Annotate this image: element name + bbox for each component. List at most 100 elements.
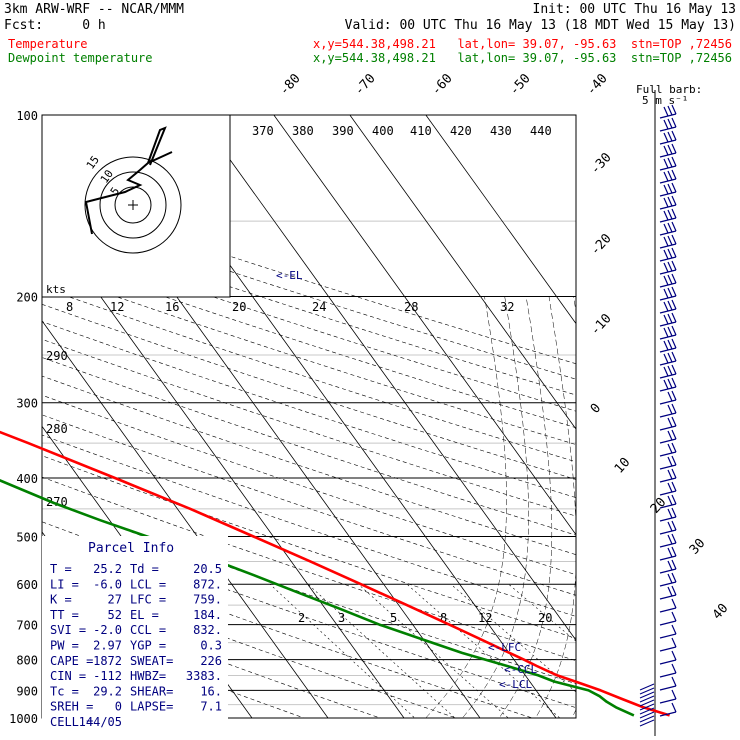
dry-adiabat-line [42,394,576,575]
wind-barb-flag [671,312,677,323]
wind-barb-flag [667,352,673,363]
wind-barb [659,711,677,717]
dewpoint-location: x,y=544.38,498.21 lat,lon= 39.07, -95.63… [313,51,732,65]
parcel-info-value: 7.1 [200,700,222,714]
lcl-marker: <-LCL [499,678,532,691]
wind-barb [659,620,677,626]
dry-adiabat-line [42,594,382,718]
wind-barb-flag [667,404,673,415]
wind-barb-flag [663,145,669,156]
wind-barb-flag [667,417,673,428]
mixing-ratio-label: 8 [440,611,447,625]
parcel-info-value: CCL = [130,623,166,637]
theta-label: 400 [372,124,394,138]
parcel-info-value: PW = [50,639,79,653]
wind-barb-flag [671,598,677,609]
wind-barb-flag [663,236,669,247]
parcel-info-value: CELL = [50,715,93,729]
wind-barb-flag [671,507,677,518]
pressure-tick-label: 300 [16,397,38,411]
wind-barb-flag [667,183,673,194]
wind-barb-flag [671,429,677,440]
wind-barb-flag [667,547,673,558]
wind-barb-flag [671,442,677,453]
parcel-info-value: LI = [50,577,79,591]
speed-label: 12 [110,300,124,314]
data-series [0,430,670,717]
isotherm-line [197,115,576,641]
wind-barb-flag [667,209,673,220]
wind-barb-flag [671,455,677,466]
wind-barb-flag [667,196,673,207]
wind-barb [659,516,677,522]
hodograph-ring-label: 15 [84,153,102,171]
wind-barb-flag [663,132,669,143]
wind-barb-flag [667,105,673,116]
barb-legend-title: Full barb: [636,83,702,96]
wind-barb-flag [671,416,677,427]
wind-barb-flag [671,559,677,570]
moist-adiabat-line [692,297,725,731]
wind-barbs [639,104,677,727]
parcel-info-value: LCL = [130,577,166,591]
parcel-info-value: 27 [108,593,122,607]
moist-adiabat-line [535,296,576,718]
wind-barb-flag [667,521,673,532]
wind-barb [659,607,677,613]
theta-label: 380 [292,124,314,138]
wind-barb-flag [671,611,677,622]
parcel-info-value: 1872 [93,654,122,668]
wind-barb-flag [667,170,673,181]
wind-barb [659,594,677,600]
wind-barb-flag [663,353,669,364]
wind-barb [639,703,655,711]
wind-barb-flag [663,119,669,130]
parcel-info-value: 872. [193,577,222,591]
parcel-info-value: 2.97 [93,639,122,653]
parcel-info-value: Tc = [50,684,79,698]
wind-barb-flag [663,275,669,286]
wind-barb [659,451,677,457]
barb-legend-units: 5 m s⁻¹ [642,94,688,107]
speed-label: 24 [312,300,326,314]
isotherm-label: -10 [588,311,615,338]
wind-barb-flag [667,131,673,142]
isotherm-line [42,214,405,718]
isotherm-label: -70 [352,71,379,98]
moist-adiabat-line [571,296,576,718]
parcel-info-value: 0.3 [200,639,222,653]
parcel-info-value: -2.0 [93,623,122,637]
hodograph-units: kts [46,283,66,296]
wind-barb [639,699,655,707]
parcel-info-value: LAPSE= [130,700,173,714]
parcel-info-value: 184. [193,608,222,622]
wind-barb-flag [671,572,677,583]
wind-barb [639,691,655,699]
isotherm-line [42,320,329,718]
parcel-info-panel: Parcel Info T = 25.2 Td = 20.5 LI = -6.0 LCL =… [42,536,228,729]
wind-barb [659,477,677,483]
moist-adiabat-line [498,296,553,718]
isotherm-line [349,115,576,430]
wind-barb [659,542,677,548]
wind-barb-flag [671,403,677,414]
wind-barb [659,633,677,639]
wind-barb-flag [667,378,673,389]
mixing-ratio-label: 2 [298,611,305,625]
pressure-tick-label: 900 [16,684,38,698]
wind-barb-flag [671,585,677,596]
wind-barb-flag [671,221,677,232]
wind-barb [659,685,677,691]
wind-barb-flag [663,314,669,325]
theta-label: 440 [530,124,552,138]
wind-barb-flag [667,287,673,298]
wind-barb [639,707,655,715]
wind-barb-flag [667,495,673,506]
wind-barb [639,711,655,719]
wind-barb-flag [671,286,677,297]
dewpoint-trace [0,479,635,717]
wind-barb-flag [671,390,677,401]
parcel-info-value: 144/05 [79,715,122,729]
dry-adiabat-line [42,455,576,639]
dewpoint-legend-label: Dewpoint temperature [8,51,153,65]
